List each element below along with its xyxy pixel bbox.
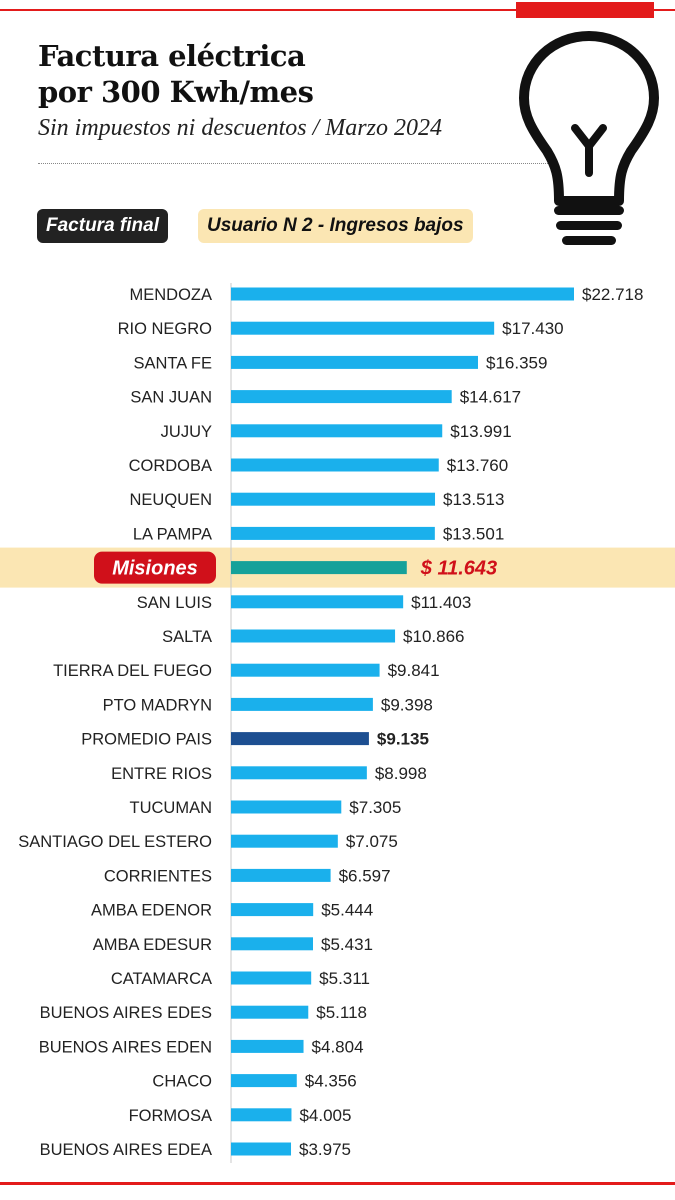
category-label: SANTA FE <box>133 354 212 372</box>
bottom-red-rule <box>0 1182 675 1185</box>
value-label: $7.075 <box>346 832 398 851</box>
category-label: MENDOZA <box>130 286 213 304</box>
value-label: $4.804 <box>312 1037 364 1056</box>
value-label: $5.311 <box>319 969 370 988</box>
category-label: CORRIENTES <box>104 867 212 885</box>
bar <box>231 1074 297 1088</box>
bar <box>231 834 338 848</box>
value-label: $13.501 <box>443 524 504 543</box>
top-red-block <box>516 2 654 18</box>
chart-subtitle: Sin impuestos ni descuentos / Marzo 2024 <box>38 115 442 141</box>
bar <box>231 355 478 369</box>
category-label: AMBA EDENOR <box>91 902 212 920</box>
bar <box>231 629 396 643</box>
bar <box>231 868 331 882</box>
tag-factura-final: Factura final <box>37 209 168 243</box>
bar <box>231 697 373 711</box>
category-label: SAN LUIS <box>137 594 212 612</box>
value-label: $11.403 <box>411 593 471 612</box>
value-label: $22.718 <box>582 285 643 304</box>
value-label: $5.118 <box>316 1003 367 1022</box>
category-label: Misiones <box>112 558 198 580</box>
value-label: $5.444 <box>321 901 373 920</box>
bar <box>231 903 314 917</box>
bar <box>231 1005 309 1019</box>
category-label: AMBA EDESUR <box>93 936 212 954</box>
category-label: PTO MADRYN <box>103 696 212 714</box>
category-label: SALTA <box>162 628 212 646</box>
category-label: BUENOS AIRES EDEN <box>39 1038 212 1056</box>
bar <box>231 390 452 404</box>
average-bar <box>231 732 369 746</box>
value-label: $8.998 <box>375 764 427 783</box>
category-label: BUENOS AIRES EDEA <box>40 1141 212 1159</box>
category-label: SANTIAGO DEL ESTERO <box>18 833 212 851</box>
highlight-bar <box>231 561 407 575</box>
chart-title: Factura eléctrica por 300 Kwh/mes <box>38 38 314 110</box>
bar <box>231 492 436 506</box>
value-label: $ 11.643 <box>420 558 497 580</box>
tag-usuario: Usuario N 2 - Ingresos bajos <box>198 209 473 243</box>
value-label: $13.991 <box>450 422 511 441</box>
bar <box>231 1142 292 1156</box>
bar <box>231 663 380 677</box>
category-label: TUCUMAN <box>130 799 213 817</box>
dotted-divider <box>38 163 548 164</box>
value-label: $10.866 <box>403 627 464 646</box>
value-label: $3.975 <box>299 1140 351 1159</box>
category-label: CATAMARCA <box>111 970 212 988</box>
top-red-rule <box>0 9 675 11</box>
category-label: ENTRE RIOS <box>111 765 212 783</box>
value-label: $16.359 <box>486 353 547 372</box>
value-label: $9.841 <box>388 661 440 680</box>
value-label: $5.431 <box>321 935 373 954</box>
chart-title-line2: por 300 Kwh/mes <box>38 75 314 109</box>
value-label: $14.617 <box>460 388 521 407</box>
value-label: $4.356 <box>305 1072 357 1091</box>
value-label: $9.135 <box>377 730 429 749</box>
value-label: $6.597 <box>339 866 391 885</box>
bar <box>231 321 495 335</box>
value-label: $13.513 <box>443 490 504 509</box>
bar <box>231 937 313 951</box>
bar <box>231 1108 292 1122</box>
bar <box>231 595 404 609</box>
bar <box>231 458 439 472</box>
value-label: $13.760 <box>447 456 508 475</box>
bar <box>231 971 312 985</box>
category-label: LA PAMPA <box>133 525 212 543</box>
highlight-label-badge <box>94 551 216 584</box>
category-label: NEUQUEN <box>129 491 212 509</box>
category-label: SAN JUAN <box>130 389 212 407</box>
chart-title-line1: Factura eléctrica <box>38 39 306 73</box>
light-bulb-icon <box>519 31 659 245</box>
value-label: $4.005 <box>299 1106 351 1125</box>
bar <box>231 526 435 540</box>
category-label: RIO NEGRO <box>118 320 213 338</box>
bar <box>231 766 367 780</box>
value-label: $9.398 <box>381 695 433 714</box>
category-label: BUENOS AIRES EDES <box>40 1004 212 1022</box>
category-label: JUJUY <box>161 423 212 441</box>
category-label: CHACO <box>152 1073 212 1091</box>
bar <box>231 287 574 301</box>
value-label: $17.430 <box>502 319 563 338</box>
bar <box>231 1039 304 1053</box>
bar <box>231 800 342 814</box>
bar <box>231 424 443 438</box>
category-label: TIERRA DEL FUEGO <box>53 662 212 680</box>
category-label: CORDOBA <box>129 457 212 475</box>
category-label: PROMEDIO PAIS <box>81 731 212 749</box>
category-label: FORMOSA <box>129 1107 212 1125</box>
value-label: $7.305 <box>349 798 401 817</box>
